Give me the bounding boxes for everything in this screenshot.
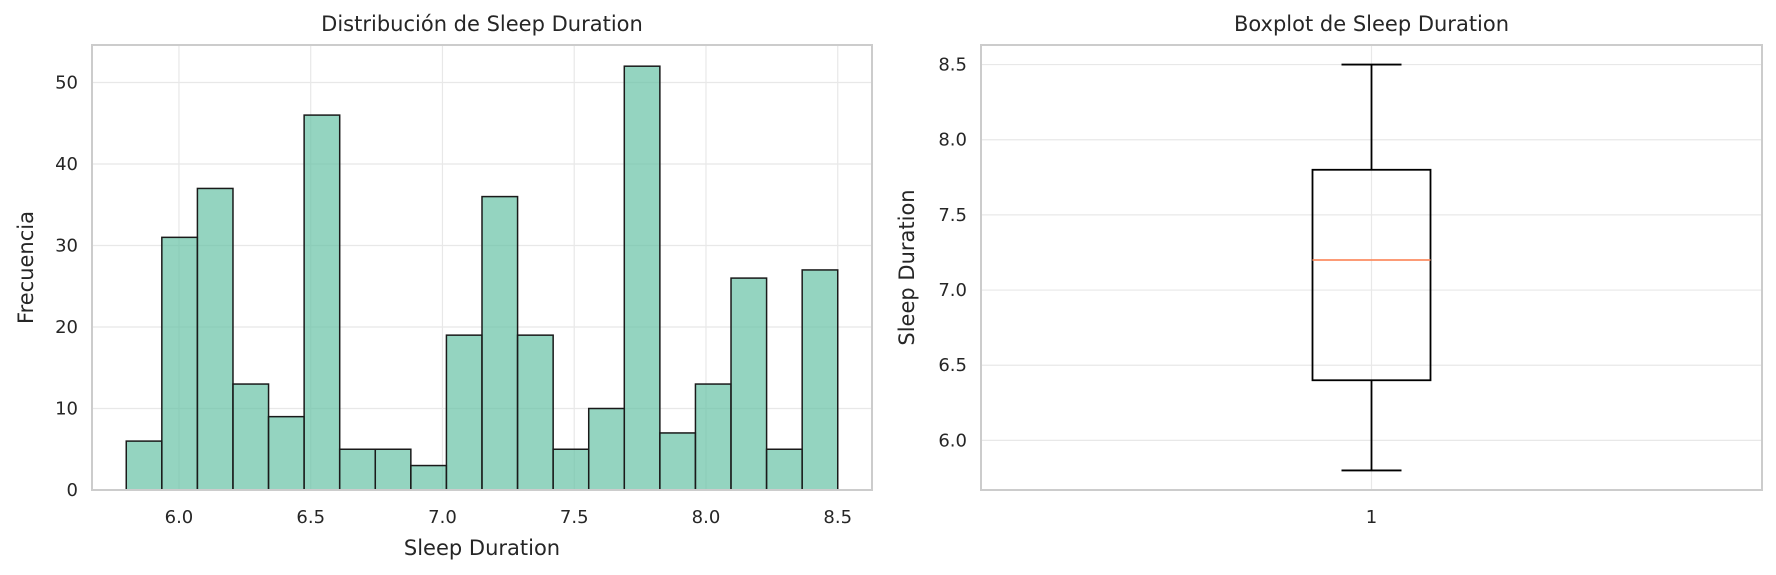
histogram-x-tick-label: 7.5	[560, 507, 589, 528]
histogram-x-tick-label: 8.0	[692, 507, 721, 528]
histogram-y-tick-label: 50	[55, 72, 78, 93]
boxplot-y-tick-label: 7.5	[938, 205, 967, 226]
histogram-ticks: 6.0 6.5 7.0 7.5 8.0 8.5 0 10 20 30 40 50	[55, 72, 852, 528]
histogram-x-tick-label: 7.0	[428, 507, 457, 528]
histogram-bar	[125, 440, 163, 491]
histogram-title: Distribución de Sleep Duration	[321, 12, 643, 36]
histogram-x-axis-label: Sleep Duration	[404, 536, 560, 560]
histogram-y-tick-label: 0	[67, 480, 78, 501]
histogram-bar	[659, 432, 697, 491]
histogram-bars	[125, 65, 839, 491]
histogram-x-tick-label: 6.5	[296, 507, 325, 528]
histogram-bar	[694, 383, 732, 491]
histogram-bar	[587, 407, 626, 491]
histogram-frame	[91, 44, 873, 491]
boxplot-y-axis-label: Sleep Duration	[895, 189, 919, 345]
histogram-x-tick-label: 6.0	[165, 507, 194, 528]
boxplot-y-tick-label: 8.0	[938, 130, 967, 151]
histogram-y-tick-label: 40	[55, 154, 78, 175]
boxplot-frame	[980, 44, 1763, 491]
histogram-bar	[196, 187, 234, 491]
histogram-bar	[623, 65, 661, 491]
histogram-bar	[481, 195, 519, 491]
histogram-bar	[765, 448, 803, 491]
histogram-bar	[338, 448, 377, 491]
histogram-bar	[730, 277, 768, 491]
boxplot-y-tick-label: 7.0	[938, 280, 967, 301]
boxplot-chart: 6.0 6.5 7.0 7.5 8.0 8.5 1 Boxplot de Sleep Dur…	[895, 12, 1763, 528]
histogram-y-tick-label: 10	[55, 398, 78, 419]
boxplot-box	[1311, 168, 1432, 382]
histogram-chart: 6.0 6.5 7.0 7.5 8.0 8.5 0 10 20 30 40 50 Distribuci…	[14, 12, 873, 560]
boxplot-title: Boxplot de Sleep Duration	[1234, 12, 1509, 36]
histogram-bar	[552, 448, 590, 491]
histogram-bar	[374, 448, 412, 491]
histogram-x-tick-label: 8.5	[823, 507, 852, 528]
histogram-bar	[303, 114, 341, 491]
histogram-bar	[445, 334, 483, 491]
histogram-y-tick-label: 20	[55, 317, 78, 338]
histogram-bar	[232, 383, 270, 491]
boxplot-y-tick-label: 6.5	[938, 355, 967, 376]
histogram-y-tick-label: 30	[55, 235, 78, 256]
histogram-y-axis-label: Frecuencia	[14, 211, 38, 324]
boxplot-marks	[1311, 63, 1432, 472]
histogram-bar	[516, 334, 554, 491]
boxplot-x-tick-label: 1	[1366, 507, 1377, 528]
histogram-bar	[267, 415, 305, 491]
histogram-bar	[801, 269, 839, 491]
boxplot-y-tick-label: 6.0	[938, 430, 967, 451]
boxplot-y-tick-label: 8.5	[938, 55, 967, 76]
boxplot-ticks: 6.0 6.5 7.0 7.5 8.0 8.5 1	[938, 55, 1377, 528]
histogram-bar	[161, 236, 199, 491]
histogram-bar	[410, 464, 448, 491]
